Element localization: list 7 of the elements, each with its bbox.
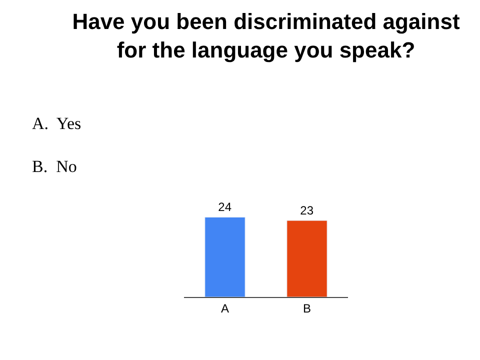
data-label: 24 bbox=[218, 200, 232, 214]
text: A. Yes bbox=[32, 114, 82, 133]
chart-title: Have you been discriminated against for the language you speak? bbox=[72, 8, 460, 62]
text: B. No bbox=[32, 157, 77, 176]
x-tick-label: A bbox=[220, 301, 230, 316]
data-label: 23 bbox=[300, 204, 314, 218]
x-tick-label: B bbox=[302, 301, 312, 316]
